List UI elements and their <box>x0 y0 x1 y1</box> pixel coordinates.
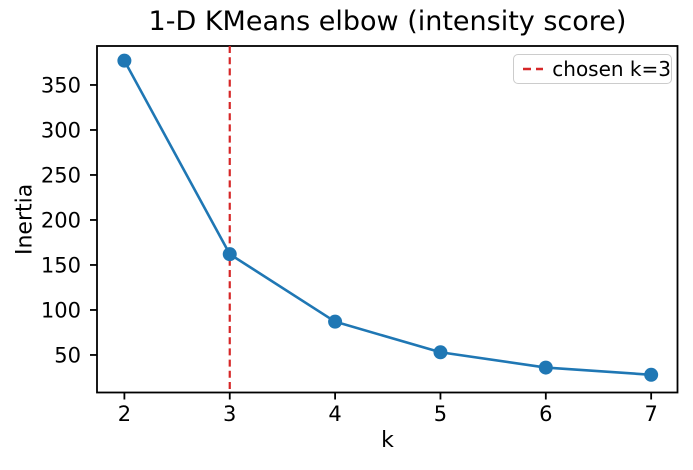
dashed-line-sample <box>523 67 544 71</box>
x-tick-label: 7 <box>644 402 657 426</box>
x-tick-label: 2 <box>118 402 131 426</box>
y-tick-label: 200 <box>41 208 81 232</box>
y-tick-label: 150 <box>41 253 81 277</box>
x-tick-label: 6 <box>539 402 552 426</box>
y-tick-label: 250 <box>41 163 81 187</box>
data-point-k-3 <box>222 247 237 262</box>
data-point-k-5 <box>433 345 448 360</box>
chart-title: 1-D KMeans elbow (intensity score) <box>148 6 627 37</box>
y-tick-label: 100 <box>41 298 81 322</box>
data-point-k-6 <box>538 360 553 375</box>
y-tick-label: 350 <box>41 73 81 97</box>
y-axis-label: Inertia <box>12 183 38 256</box>
axes-spines <box>96 45 679 394</box>
x-tick-label: 3 <box>223 402 236 426</box>
data-point-k-4 <box>328 314 343 329</box>
data-point-k-2 <box>117 53 132 68</box>
inertia-line <box>123 59 653 377</box>
x-tick-label: 4 <box>328 402 341 426</box>
legend: chosen k=3 <box>513 54 672 84</box>
x-axis-label: k <box>381 428 394 453</box>
y-tick-label: 300 <box>41 118 81 142</box>
data-point-k-7 <box>644 367 659 382</box>
y-tick-label: 50 <box>54 343 81 367</box>
legend-label: chosen k=3 <box>552 57 671 81</box>
x-tick-label: 5 <box>434 402 447 426</box>
